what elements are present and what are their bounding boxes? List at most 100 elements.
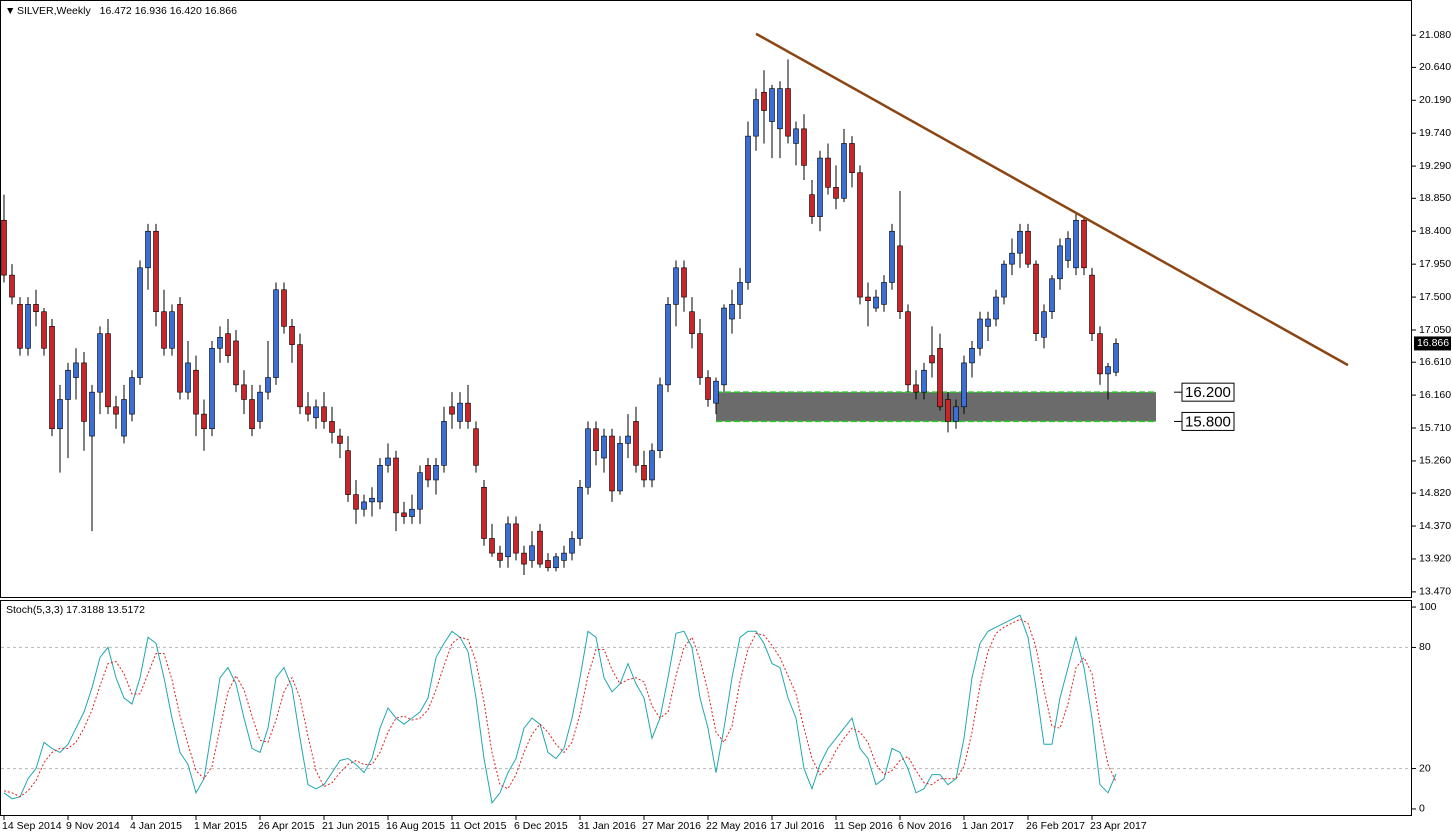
candle-body bbox=[185, 362, 191, 393]
candle-body bbox=[625, 435, 631, 444]
x-tick-label: 11 Oct 2015 bbox=[450, 820, 507, 832]
candle-body bbox=[73, 362, 79, 378]
candle-body bbox=[817, 157, 823, 217]
y-tick-label: 17.500 bbox=[1419, 291, 1451, 303]
candle-body bbox=[449, 406, 455, 415]
candle-body bbox=[41, 311, 47, 349]
stoch-title: Stoch(5,3,3) bbox=[6, 604, 63, 616]
candle-body bbox=[1033, 263, 1039, 334]
candle-body bbox=[761, 91, 767, 111]
candle-body bbox=[561, 552, 567, 561]
y-tick-label: 13.920 bbox=[1419, 553, 1451, 565]
candle-body bbox=[81, 362, 87, 422]
candle-body bbox=[273, 289, 279, 378]
candle-body bbox=[601, 435, 607, 459]
candle-body bbox=[641, 465, 647, 481]
y-tick-label: 16.160 bbox=[1419, 389, 1451, 401]
y-tick-label: 19.740 bbox=[1419, 127, 1451, 139]
y-tick-label: 21.080 bbox=[1419, 29, 1451, 41]
candle-body bbox=[129, 377, 135, 415]
y-tick-label: 13.470 bbox=[1419, 586, 1451, 598]
candle-body bbox=[1105, 366, 1111, 375]
candle-body bbox=[217, 337, 223, 349]
last-price-box bbox=[1414, 336, 1451, 351]
candle-body bbox=[673, 267, 679, 305]
candle-body bbox=[593, 428, 599, 451]
high-label: 16.936 bbox=[135, 5, 167, 17]
y-tick-label: 19.290 bbox=[1419, 160, 1451, 172]
candle-body bbox=[865, 296, 871, 302]
candle-body bbox=[105, 333, 111, 408]
candle-body bbox=[249, 399, 255, 430]
candle-body bbox=[1057, 245, 1063, 280]
candle-body bbox=[657, 384, 663, 451]
candle-body bbox=[529, 545, 535, 561]
candle-body bbox=[417, 472, 423, 510]
candle-body bbox=[401, 512, 407, 517]
candle-body bbox=[1017, 230, 1023, 254]
candle-body bbox=[649, 450, 655, 481]
candle-body bbox=[825, 157, 831, 188]
candle-body bbox=[889, 230, 895, 283]
symbol-title: SILVER,Weekly bbox=[17, 5, 91, 17]
candle-body bbox=[1025, 230, 1031, 265]
candle-body bbox=[993, 296, 999, 320]
candle-body bbox=[489, 538, 495, 554]
candle-body bbox=[361, 501, 367, 510]
candle-body bbox=[713, 380, 719, 404]
candle-body bbox=[961, 362, 967, 408]
y-tick-label: 14.370 bbox=[1419, 520, 1451, 532]
candle-body bbox=[89, 391, 95, 437]
candle-body bbox=[841, 143, 847, 199]
candle-body bbox=[633, 421, 639, 466]
candle-body bbox=[385, 457, 391, 466]
candle-body bbox=[881, 282, 887, 305]
x-tick-label: 16 Aug 2015 bbox=[386, 820, 445, 832]
x-tick-label: 11 Sep 2016 bbox=[834, 820, 893, 832]
candle-body bbox=[1009, 252, 1015, 265]
candle-body bbox=[457, 402, 463, 422]
x-tick-label: 6 Dec 2015 bbox=[514, 820, 568, 832]
stoch-d-value: 13.5172 bbox=[107, 604, 145, 616]
candle-body bbox=[689, 311, 695, 334]
candle-body bbox=[577, 486, 583, 539]
stoch-panel bbox=[0, 600, 1412, 816]
candle-body bbox=[513, 523, 519, 554]
y-tick-label: 17.950 bbox=[1419, 258, 1451, 270]
price-panel bbox=[0, 0, 1412, 598]
y-tick-label: 16.610 bbox=[1419, 356, 1451, 368]
zone-label: 16.200 bbox=[1185, 384, 1231, 401]
y-tick-label: 17.050 bbox=[1419, 324, 1451, 336]
candle-body bbox=[697, 333, 703, 378]
candle-body bbox=[473, 428, 479, 466]
candle-body bbox=[169, 311, 175, 349]
candle-body bbox=[969, 347, 975, 364]
candle-body bbox=[1, 219, 7, 276]
candle-body bbox=[97, 333, 103, 393]
y-tick-label: 0 bbox=[1419, 803, 1425, 815]
candle-body bbox=[937, 347, 943, 408]
y-tick-label: 15.260 bbox=[1419, 455, 1451, 467]
candle-body bbox=[977, 318, 983, 349]
candle-body bbox=[1113, 343, 1119, 373]
candle-body bbox=[481, 486, 487, 539]
stoch-k-value: 17.3188 bbox=[66, 604, 104, 616]
x-tick-label: 27 Mar 2016 bbox=[642, 820, 701, 832]
candle-body bbox=[537, 530, 543, 565]
candle-body bbox=[233, 340, 239, 386]
candle-body bbox=[33, 304, 39, 313]
y-tick-label: 100 bbox=[1419, 601, 1437, 613]
candle-body bbox=[497, 552, 503, 561]
candle-body bbox=[809, 194, 815, 217]
candle-body bbox=[985, 318, 991, 327]
y-tick-label: 80 bbox=[1419, 641, 1431, 653]
candle-body bbox=[161, 311, 167, 349]
y-tick-label: 20 bbox=[1419, 762, 1431, 774]
candle-body bbox=[545, 560, 551, 569]
candle-body bbox=[281, 289, 287, 327]
x-tick-label: 26 Feb 2017 bbox=[1026, 820, 1085, 832]
candle-body bbox=[553, 556, 559, 569]
candle-body bbox=[465, 402, 471, 422]
candle-body bbox=[785, 88, 791, 137]
